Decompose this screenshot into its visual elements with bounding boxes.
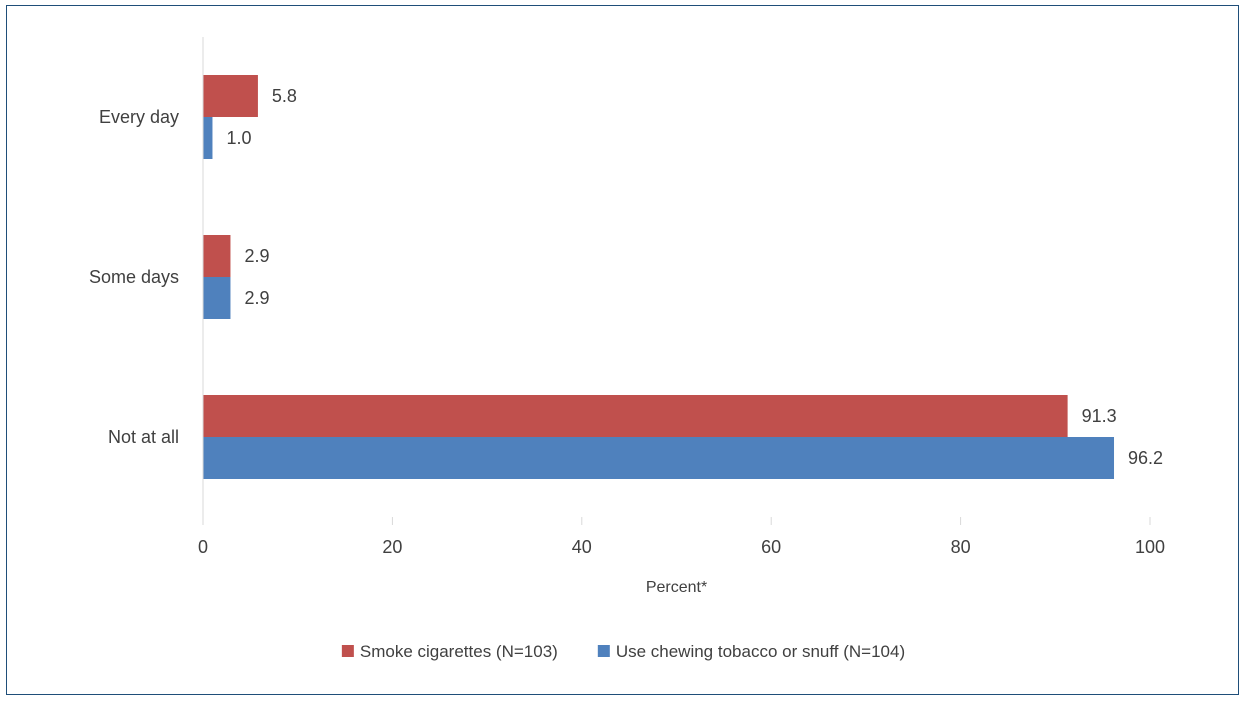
category-label: Not at all bbox=[108, 427, 179, 447]
bar bbox=[203, 75, 258, 117]
bar bbox=[203, 437, 1115, 479]
bar bbox=[203, 117, 213, 159]
data-label: 96.2 bbox=[1128, 448, 1163, 468]
legend-label: Smoke cigarettes (N=103) bbox=[360, 642, 558, 661]
x-axis: 0 20 40 60 80 100 bbox=[198, 517, 1165, 557]
bar bbox=[203, 277, 231, 319]
x-tick-label: 20 bbox=[382, 537, 402, 557]
data-label: 1.0 bbox=[226, 128, 251, 148]
x-tick-label: 80 bbox=[951, 537, 971, 557]
value-labels-group: 5.8 1.0 2.9 2.9 91.3 96.2 bbox=[226, 86, 1163, 468]
category-label: Some days bbox=[89, 267, 179, 287]
data-label: 2.9 bbox=[244, 288, 269, 308]
bar bbox=[203, 395, 1068, 437]
x-tick-label: 40 bbox=[572, 537, 592, 557]
data-label: 91.3 bbox=[1082, 406, 1117, 426]
data-label: 5.8 bbox=[272, 86, 297, 106]
x-tick-label: 0 bbox=[198, 537, 208, 557]
bar-chart: 5.8 1.0 2.9 2.9 91.3 96.2 Every day Some days N… bbox=[89, 37, 1165, 661]
bars-group bbox=[203, 75, 1115, 479]
category-label: Every day bbox=[99, 107, 179, 127]
y-axis: Every day Some days Not at all bbox=[89, 37, 204, 517]
legend: Smoke cigarettes (N=103) Use chewing toba… bbox=[341, 642, 905, 661]
x-axis-title: Percent* bbox=[646, 579, 707, 596]
legend-swatch bbox=[597, 645, 610, 657]
legend-label: Use chewing tobacco or snuff (N=104) bbox=[616, 642, 905, 661]
bar bbox=[203, 235, 231, 277]
x-tick-label: 60 bbox=[761, 537, 781, 557]
data-label: 2.9 bbox=[244, 246, 269, 266]
chart-frame: 5.8 1.0 2.9 2.9 91.3 96.2 Every day Some days N… bbox=[6, 5, 1239, 695]
x-tick-label: 100 bbox=[1135, 537, 1165, 557]
legend-swatch bbox=[341, 645, 354, 657]
